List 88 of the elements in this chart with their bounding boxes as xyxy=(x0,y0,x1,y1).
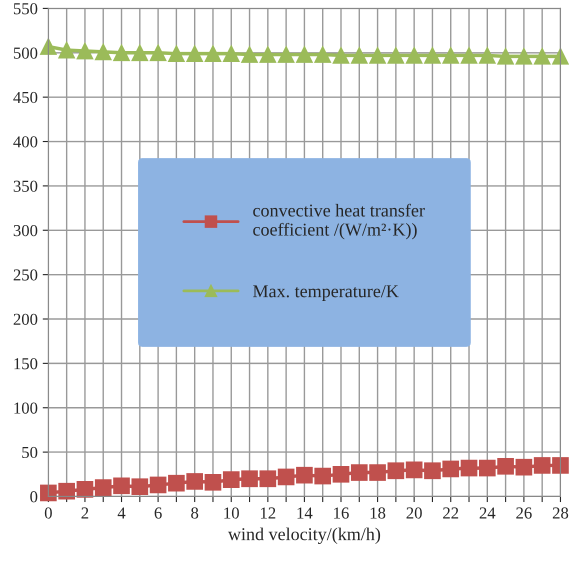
point xyxy=(260,470,276,488)
y-tick-label: 200 xyxy=(14,314,38,325)
y-tick-label: 0 xyxy=(30,491,38,502)
point xyxy=(278,468,294,486)
point xyxy=(131,478,148,496)
point xyxy=(406,47,422,64)
y-tick-label: 400 xyxy=(13,136,38,148)
point xyxy=(516,48,532,65)
point xyxy=(186,45,204,62)
point xyxy=(478,460,496,476)
point xyxy=(350,47,368,64)
x-tick-label: 22 xyxy=(443,507,458,518)
point xyxy=(406,462,422,478)
point xyxy=(58,482,75,500)
point xyxy=(516,458,532,476)
y-tick-label: 500 xyxy=(14,47,38,59)
point xyxy=(131,44,148,62)
point xyxy=(113,478,130,494)
point xyxy=(478,47,496,64)
x-tick-label: 8 xyxy=(191,507,198,519)
legend-label: convective heat transfer coefficient /(W/m²·K)) xyxy=(253,204,425,240)
legend-label: Max. temperature/K xyxy=(253,285,399,301)
point xyxy=(332,47,350,64)
x-tick-label: 24 xyxy=(480,507,496,518)
point xyxy=(388,47,404,64)
x-tick-label: 0 xyxy=(44,507,52,519)
y-tick-label: 300 xyxy=(14,224,38,236)
point xyxy=(260,46,276,63)
point xyxy=(58,42,75,58)
point xyxy=(296,466,313,484)
y-tick-label: 150 xyxy=(14,358,38,370)
point xyxy=(497,48,514,65)
x-tick-label: 28 xyxy=(552,507,568,519)
point xyxy=(168,45,185,62)
x-tick-label: 14 xyxy=(298,507,312,518)
y-tick-label: 50 xyxy=(22,446,38,458)
y-tick-label: 550 xyxy=(14,3,38,14)
point xyxy=(278,46,294,63)
y-tick-label: 450 xyxy=(13,92,38,104)
point xyxy=(552,457,569,474)
point xyxy=(113,44,130,62)
point xyxy=(76,42,94,60)
point xyxy=(150,476,166,494)
point xyxy=(534,457,551,474)
point xyxy=(350,464,368,481)
point xyxy=(296,46,313,63)
x-tick-label: 20 xyxy=(406,507,422,519)
point xyxy=(424,47,441,64)
x-tick-label: 16 xyxy=(334,507,349,519)
point xyxy=(314,46,332,63)
x-axis-title: wind velocity/(km/h) xyxy=(228,528,380,544)
point xyxy=(40,38,57,55)
point xyxy=(552,48,569,65)
point xyxy=(186,473,204,490)
point xyxy=(222,471,240,488)
point xyxy=(314,468,332,484)
x-tick-label: 4 xyxy=(118,507,126,518)
point xyxy=(40,484,57,502)
point xyxy=(497,458,514,475)
point xyxy=(369,47,386,64)
point xyxy=(369,464,386,481)
point xyxy=(534,48,551,65)
y-tick-label: 250 xyxy=(14,269,38,281)
point xyxy=(241,46,258,63)
x-tick-label: 12 xyxy=(260,507,276,518)
point xyxy=(388,462,404,480)
point xyxy=(460,47,478,64)
point xyxy=(94,479,112,496)
x-tick-label: 2 xyxy=(82,507,88,518)
point xyxy=(76,481,94,498)
point xyxy=(241,470,258,488)
point xyxy=(150,44,166,62)
point xyxy=(204,474,222,491)
point xyxy=(332,466,350,483)
point xyxy=(222,45,240,62)
point xyxy=(204,45,222,62)
x-tick-label: 18 xyxy=(370,507,386,519)
point xyxy=(460,460,478,476)
x-tick-label: 26 xyxy=(516,507,532,519)
point xyxy=(442,47,460,64)
x-tick-label: 10 xyxy=(224,507,239,519)
point xyxy=(168,474,185,492)
point xyxy=(424,462,441,480)
x-tick-label: 6 xyxy=(154,507,162,519)
y-tick-label: 100 xyxy=(14,402,38,414)
point xyxy=(442,460,460,478)
y-tick-label: 350 xyxy=(14,180,38,192)
point xyxy=(94,44,112,60)
